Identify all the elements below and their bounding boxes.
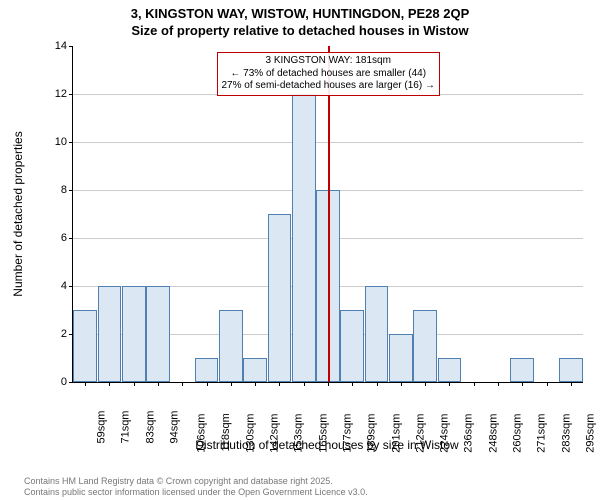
x-tick-mark: [207, 382, 208, 386]
histogram-bar: [510, 358, 534, 382]
x-tick-mark: [425, 382, 426, 386]
x-tick-mark: [474, 382, 475, 386]
x-tick-label: 295sqm: [584, 414, 596, 453]
y-tick-label: 8: [61, 184, 67, 196]
chart-container: 3, KINGSTON WAY, WISTOW, HUNTINGDON, PE2…: [0, 0, 600, 500]
x-tick-mark: [377, 382, 378, 386]
x-tick-mark: [85, 382, 86, 386]
annotation-line3: 27% of semi-detached houses are larger (…: [222, 80, 435, 93]
annotation-line2: ← 73% of detached houses are smaller (44…: [222, 68, 435, 81]
histogram-bar: [146, 286, 170, 382]
histogram-bar: [98, 286, 122, 382]
histogram-bar: [413, 310, 437, 382]
x-tick-mark: [449, 382, 450, 386]
title-line1: 3, KINGSTON WAY, WISTOW, HUNTINGDON, PE2…: [0, 6, 600, 23]
y-tick-mark: [69, 94, 73, 95]
x-tick-mark: [182, 382, 183, 386]
histogram-bar: [438, 358, 462, 382]
x-tick-mark: [279, 382, 280, 386]
annotation-line1: 3 KINGSTON WAY: 181sqm: [222, 55, 435, 68]
histogram-bar: [268, 214, 292, 382]
x-tick-mark: [328, 382, 329, 386]
histogram-bar: [559, 358, 583, 382]
y-tick-label: 2: [61, 328, 67, 340]
x-tick-mark: [255, 382, 256, 386]
footer-line1: Contains HM Land Registry data © Crown c…: [24, 476, 368, 487]
x-tick-mark: [158, 382, 159, 386]
y-axis-label: Number of detached properties: [11, 131, 25, 296]
title-line2: Size of property relative to detached ho…: [0, 23, 600, 40]
y-tick-mark: [69, 46, 73, 47]
y-tick-label: 4: [61, 280, 67, 292]
x-tick-mark: [547, 382, 548, 386]
y-tick-mark: [69, 142, 73, 143]
histogram-bar: [365, 286, 389, 382]
footer-line2: Contains public sector information licen…: [24, 487, 368, 498]
x-tick-mark: [134, 382, 135, 386]
y-tick-label: 10: [55, 136, 67, 148]
histogram-bar: [219, 310, 243, 382]
y-tick-label: 12: [55, 88, 67, 100]
y-tick-mark: [69, 190, 73, 191]
x-tick-mark: [498, 382, 499, 386]
y-tick-label: 0: [61, 376, 67, 388]
footer-text: Contains HM Land Registry data © Crown c…: [0, 476, 368, 499]
plot-area: 0246810121459sqm71sqm83sqm94sqm106sqm118…: [72, 46, 583, 383]
histogram-bar: [73, 310, 97, 382]
histogram-bar: [243, 358, 267, 382]
x-tick-mark: [571, 382, 572, 386]
y-tick-label: 6: [61, 232, 67, 244]
y-tick-mark: [69, 238, 73, 239]
x-tick-mark: [352, 382, 353, 386]
marker-line: [328, 46, 330, 382]
x-tick-mark: [522, 382, 523, 386]
x-tick-mark: [304, 382, 305, 386]
histogram-bar: [122, 286, 146, 382]
histogram-bar: [340, 310, 364, 382]
chart-title: 3, KINGSTON WAY, WISTOW, HUNTINGDON, PE2…: [0, 0, 600, 40]
histogram-bar: [389, 334, 413, 382]
x-tick-mark: [109, 382, 110, 386]
y-tick-mark: [69, 286, 73, 287]
y-tick-label: 14: [55, 40, 67, 52]
x-axis-label: Distribution of detached houses by size …: [72, 438, 582, 452]
x-tick-mark: [231, 382, 232, 386]
histogram-bar: [292, 94, 316, 382]
x-tick-mark: [401, 382, 402, 386]
annotation-box: 3 KINGSTON WAY: 181sqm← 73% of detached …: [217, 52, 440, 96]
histogram-bar: [195, 358, 219, 382]
y-tick-mark: [69, 382, 73, 383]
